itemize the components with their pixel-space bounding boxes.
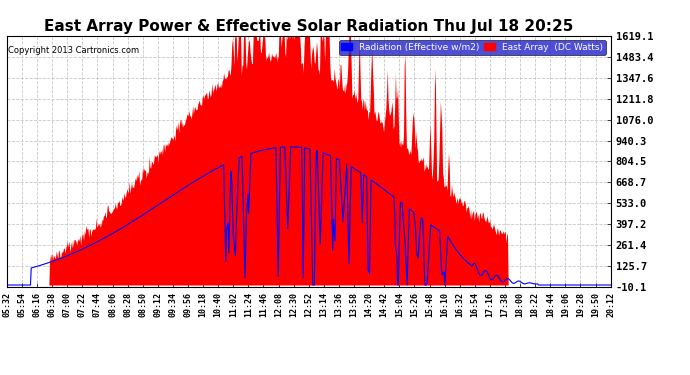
Legend: Radiation (Effective w/m2), East Array  (DC Watts): Radiation (Effective w/m2), East Array (… <box>339 40 606 54</box>
Title: East Array Power & Effective Solar Radiation Thu Jul 18 20:25: East Array Power & Effective Solar Radia… <box>44 20 573 34</box>
Text: Copyright 2013 Cartronics.com: Copyright 2013 Cartronics.com <box>8 46 139 55</box>
